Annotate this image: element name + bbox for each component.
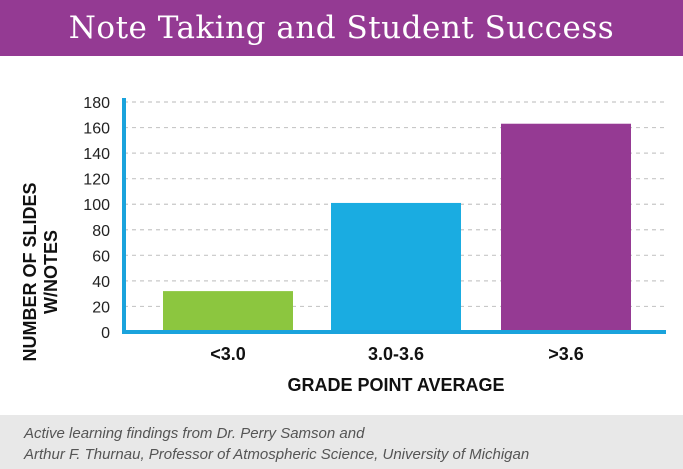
y-tick-label: 60 (92, 248, 110, 265)
y-tick-label: 120 (83, 172, 110, 189)
axes (122, 98, 666, 334)
x-category-labels: <3.0 3.0-3.6 >3.6 (210, 344, 584, 364)
footer-caption-panel: Active learning findings from Dr. Perry … (0, 415, 683, 469)
x-category-label: >3.6 (548, 344, 584, 364)
y-tick-label: 20 (92, 299, 110, 316)
y-tick-label: 80 (92, 223, 110, 240)
bar-chart: 0 20 40 60 80 100 120 140 160 180 <3.0 3.0-3.6 >3.6… (20, 95, 666, 395)
caption-line-2: Arthur F. Thurnau, Professor of Atmosphe… (24, 446, 530, 463)
y-axis-title-line1: NUMBER OF SLIDES (20, 182, 40, 361)
bar-1 (163, 291, 293, 332)
y-tick-label: 160 (83, 121, 110, 138)
chart-title: Note Taking and Student Success (68, 10, 615, 46)
y-tick-labels: 0 20 40 60 80 100 120 140 160 180 (83, 95, 110, 342)
x-axis-title: GRADE POINT AVERAGE (287, 375, 504, 395)
x-category-label: <3.0 (210, 344, 246, 364)
y-tick-label: 40 (92, 274, 110, 291)
bar-3 (501, 123, 631, 332)
y-tick-label: 180 (83, 95, 110, 112)
y-axis-title: NUMBER OF SLIDES W/NOTES (20, 182, 61, 361)
y-tick-label: 100 (83, 197, 110, 214)
title-banner: Note Taking and Student Success (0, 0, 683, 56)
bar-2 (331, 202, 461, 332)
y-tick-label: 0 (101, 325, 110, 342)
bars (163, 123, 631, 332)
x-category-label: 3.0-3.6 (368, 344, 424, 364)
y-axis-title-line2: W/NOTES (41, 230, 61, 314)
caption-line-1: Active learning findings from Dr. Perry … (24, 425, 365, 442)
y-tick-label: 140 (83, 146, 110, 163)
